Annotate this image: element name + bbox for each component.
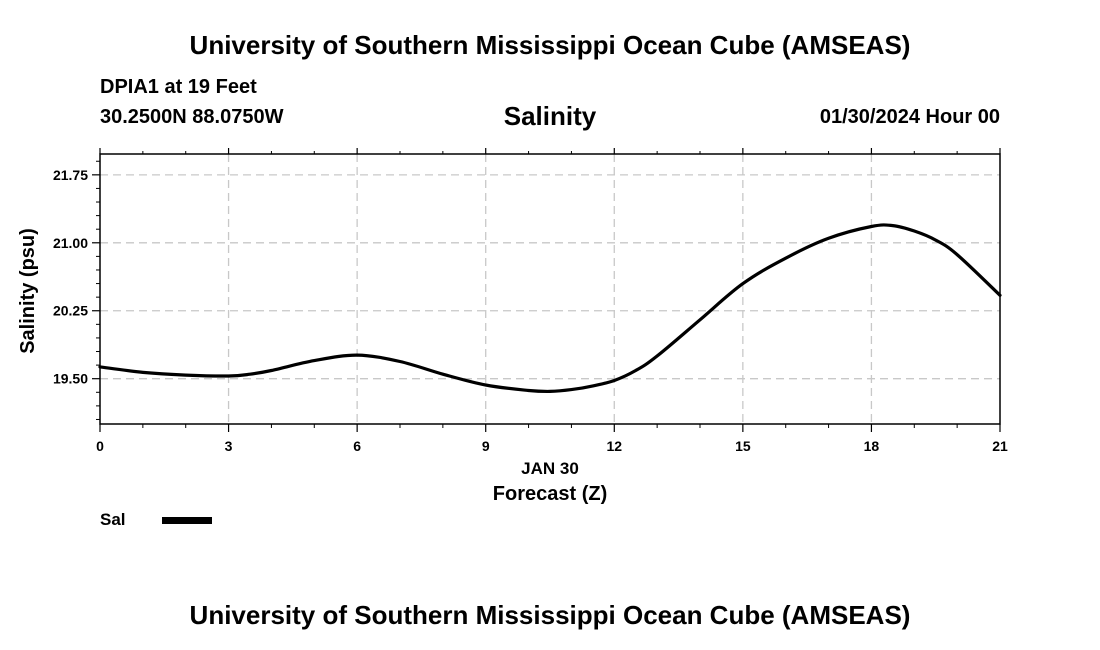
- legend-swatch: [162, 517, 212, 524]
- station-label: DPIA1 at 19 Feet: [100, 76, 257, 98]
- x-tick-label: 18: [864, 438, 880, 454]
- y-tick-label: 21.75: [53, 167, 88, 183]
- x-tick-label: 3: [225, 438, 233, 454]
- chart-title: University of Southern Mississippi Ocean…: [189, 30, 911, 60]
- x-tick-label: 6: [353, 438, 361, 454]
- x-tick-label: 9: [482, 438, 490, 454]
- forecast-datetime: 01/30/2024 Hour 00: [819, 106, 1000, 128]
- x-tick-label: 12: [606, 438, 622, 454]
- legend-label: Sal: [100, 510, 126, 529]
- x-axis-label: Forecast (Z): [493, 483, 607, 505]
- plot-frame: [99, 153, 1001, 425]
- y-tick-label: 20.25: [53, 303, 88, 319]
- x-tick-label: 21: [992, 438, 1008, 454]
- x-sublabel: JAN 30: [521, 459, 579, 478]
- coordinates-label: 30.2500N 88.0750W: [100, 106, 284, 128]
- footer-title: University of Southern Mississippi Ocean…: [189, 600, 911, 630]
- y-tick-label: 21.00: [53, 235, 88, 251]
- series-line-sal: [98, 223, 1002, 394]
- y-tick-label: 19.50: [53, 371, 88, 387]
- chart-subtitle: Salinity: [503, 101, 597, 131]
- x-tick-label: 0: [96, 438, 104, 454]
- x-tick-label: 15: [735, 438, 751, 454]
- y-axis-label: Salinity (psu): [17, 228, 39, 354]
